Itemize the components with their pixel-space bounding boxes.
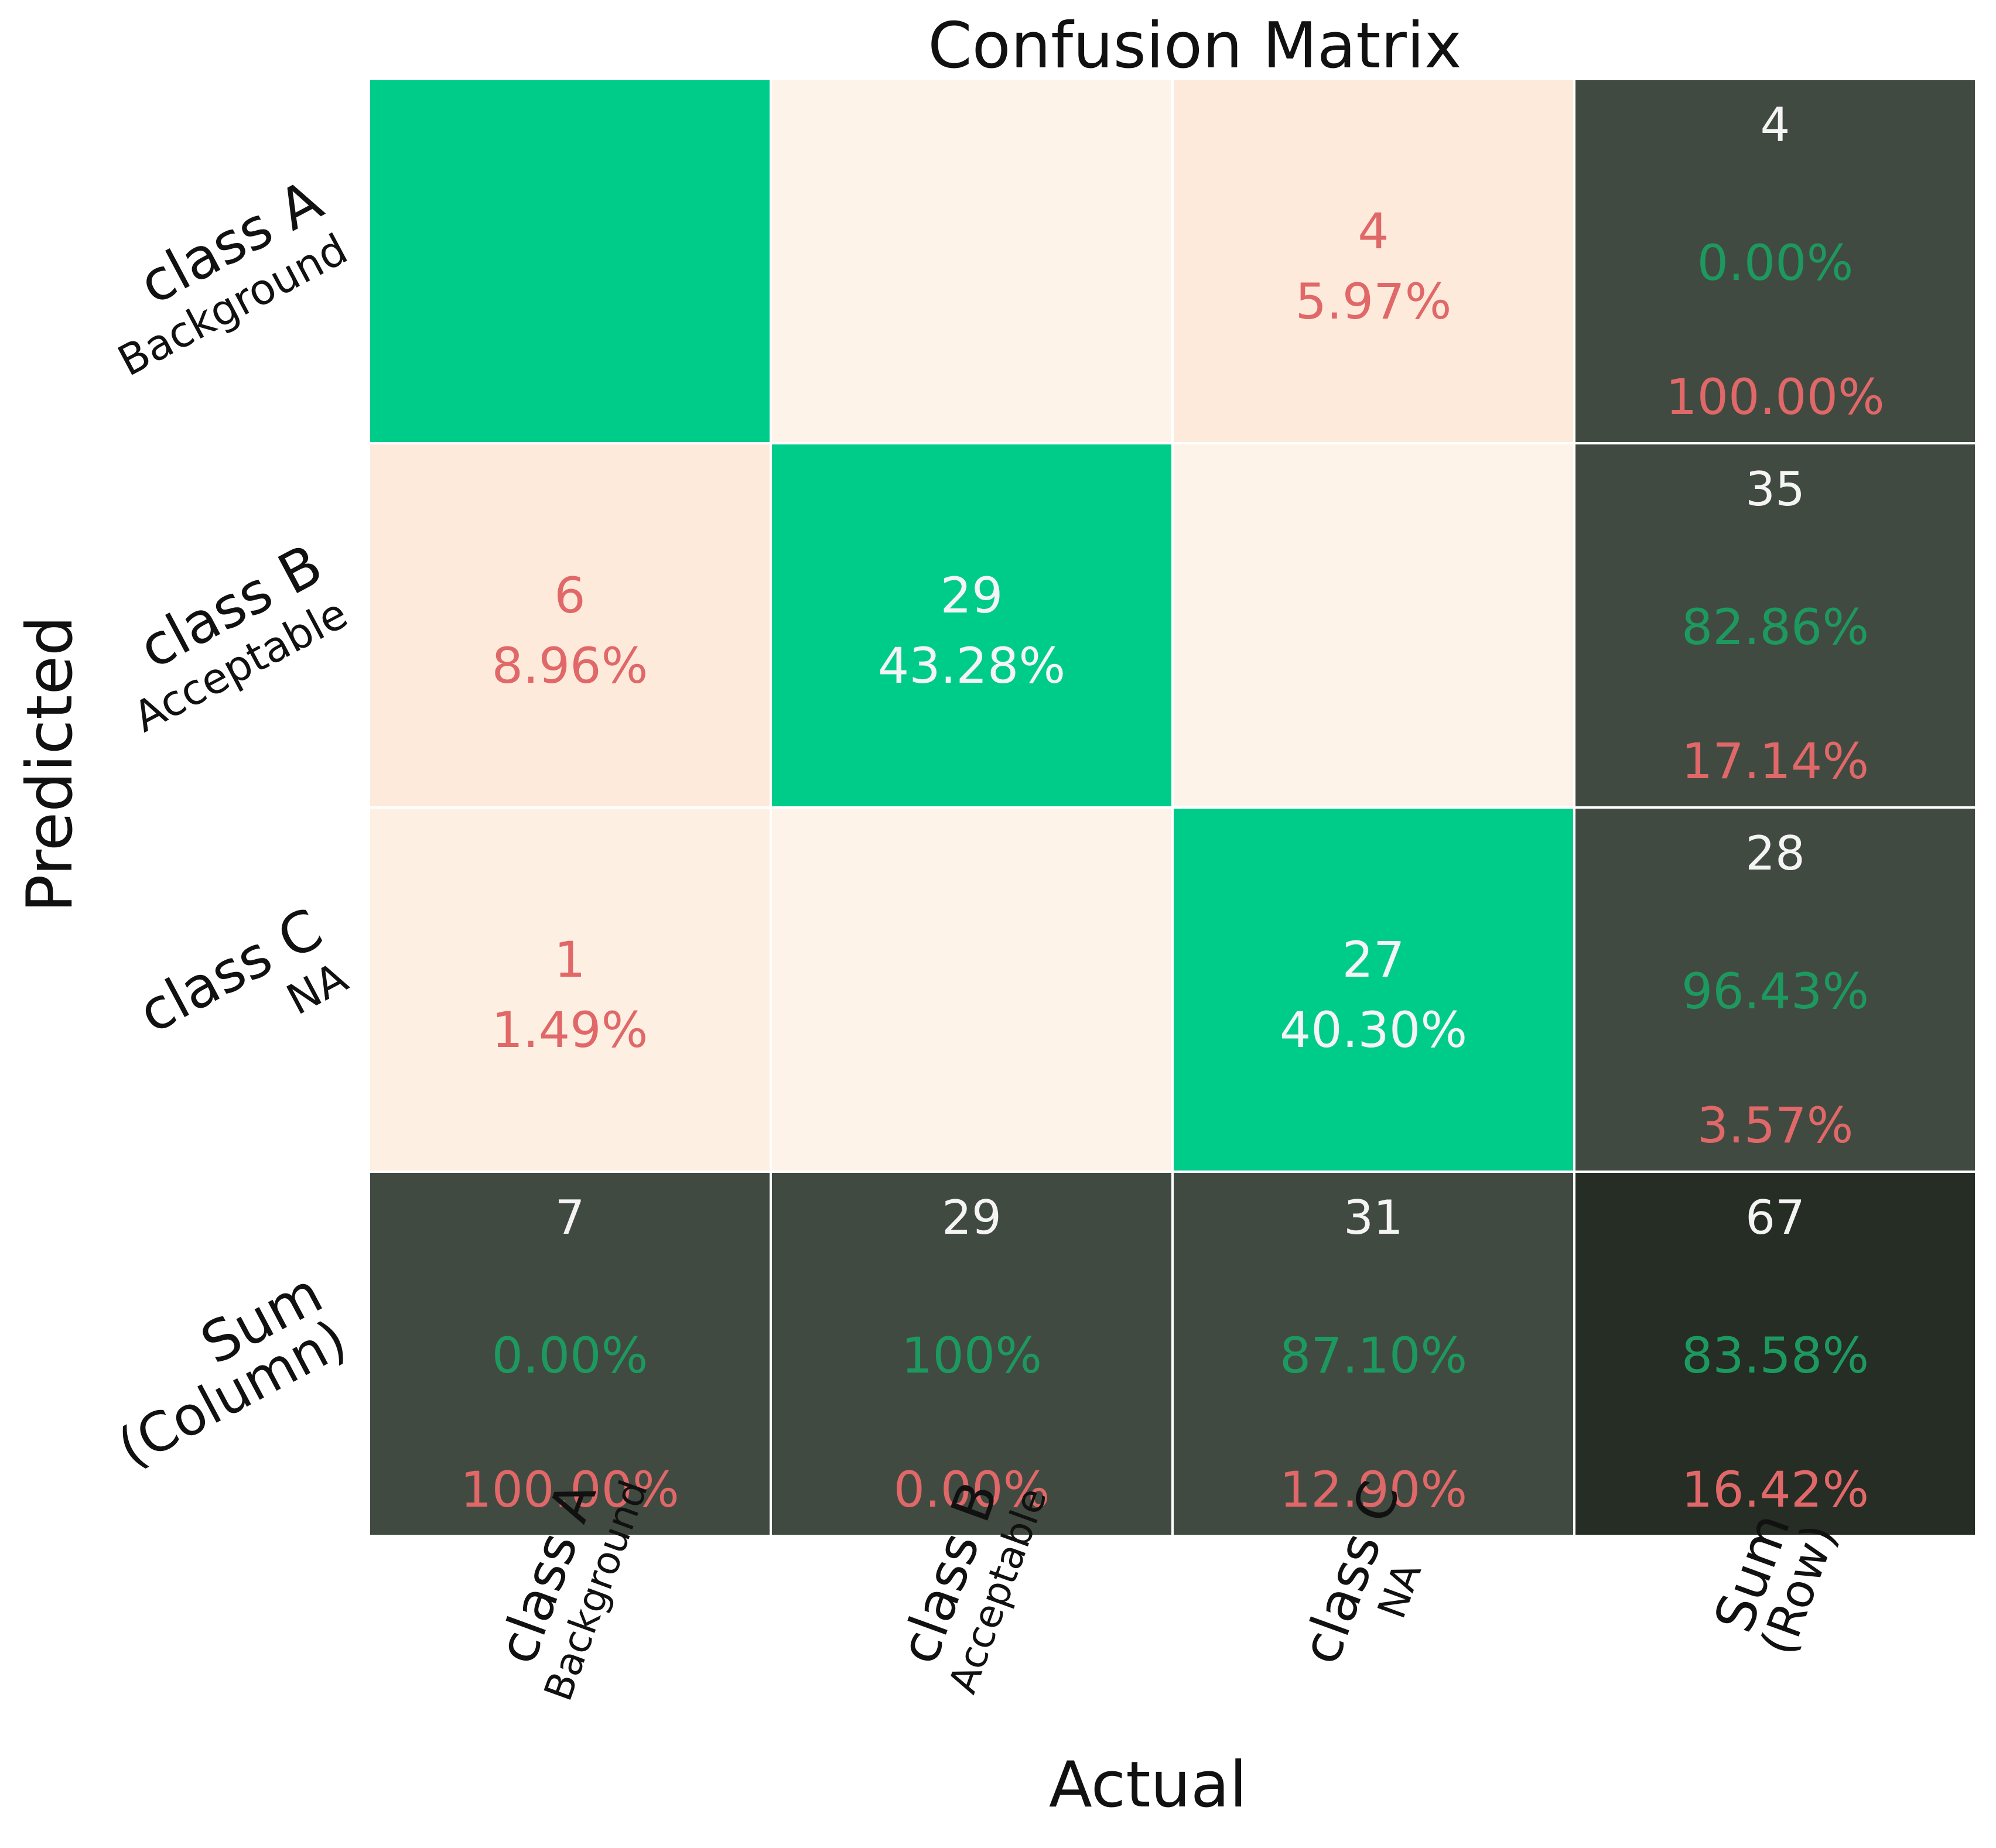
sum-error-rate: 100.00% (1666, 368, 1885, 426)
sum-total: 28 (1745, 826, 1805, 881)
x-axis-title: Actual (1049, 1748, 1247, 1822)
cell-percentage: 5.97% (1296, 273, 1452, 330)
sum-error-rate: 100.00% (460, 1461, 679, 1518)
sum-total: 7 (555, 1190, 585, 1245)
sum-error-rate: 0.00% (894, 1461, 1050, 1518)
matrix-cell (1171, 442, 1575, 809)
column-sum-cell (1171, 1171, 1575, 1537)
sum-correct-rate: 87.10% (1280, 1327, 1467, 1384)
sum-total: 67 (1745, 1190, 1805, 1245)
sum-correct-rate: 96.43% (1681, 963, 1869, 1020)
row-sum-cell (1573, 806, 1977, 1173)
sum-total: 4 (1761, 98, 1790, 152)
cell-count: 27 (1342, 931, 1405, 988)
matrix-cell (1171, 806, 1575, 1173)
sum-correct-rate: 82.86% (1681, 598, 1869, 656)
cell-count: 4 (1358, 203, 1389, 260)
sum-correct-rate: 83.58% (1681, 1327, 1869, 1384)
sum-total: 35 (1745, 462, 1805, 516)
sum-error-rate: 3.57% (1697, 1097, 1854, 1154)
matrix-cell (368, 78, 772, 444)
matrix-cells: 4 5.97% 6 8.96% 29 43.28% 1 1.49% 27 40.30% 4 0.00%… (368, 78, 1977, 1537)
sum-total: 31 (1344, 1190, 1403, 1245)
cell-percentage: 40.30% (1280, 1001, 1467, 1059)
row-label: Sum(Column) (108, 1260, 357, 1480)
cell-count: 6 (554, 567, 585, 624)
column-sum-cell (368, 1171, 772, 1537)
sum-error-rate: 16.42% (1681, 1461, 1869, 1518)
sum-error-rate: 17.14% (1681, 733, 1869, 790)
sum-total: 29 (942, 1190, 1002, 1245)
column-label: Sum(Row) (1702, 1505, 1847, 1662)
row-label: class CNA (128, 896, 356, 1046)
matrix-cell (368, 442, 772, 809)
row-sum-cell (1573, 442, 1977, 809)
cell-percentage: 43.28% (878, 637, 1065, 694)
matrix-cell (770, 806, 1174, 1173)
cell-count: 1 (554, 931, 585, 988)
matrix-cell (770, 442, 1174, 809)
matrix-cell (770, 78, 1174, 444)
sum-correct-rate: 100% (901, 1327, 1042, 1384)
matrix-cell (368, 806, 772, 1173)
sum-correct-rate: 0.00% (492, 1327, 648, 1384)
row-sum-cell (1573, 78, 1977, 444)
cell-percentage: 8.96% (492, 637, 648, 694)
sum-correct-rate: 0.00% (1697, 234, 1854, 292)
cell-percentage: 1.49% (492, 1001, 648, 1059)
column-sum-cell (770, 1171, 1174, 1537)
cell-count: 29 (941, 567, 1003, 624)
chart-title: Confusion Matrix (928, 9, 1462, 83)
y-axis-title: Predicted (13, 616, 87, 913)
matrix-cell (1171, 78, 1575, 444)
overall-cell (1573, 1171, 1977, 1537)
sum-error-rate: 12.90% (1280, 1461, 1467, 1518)
